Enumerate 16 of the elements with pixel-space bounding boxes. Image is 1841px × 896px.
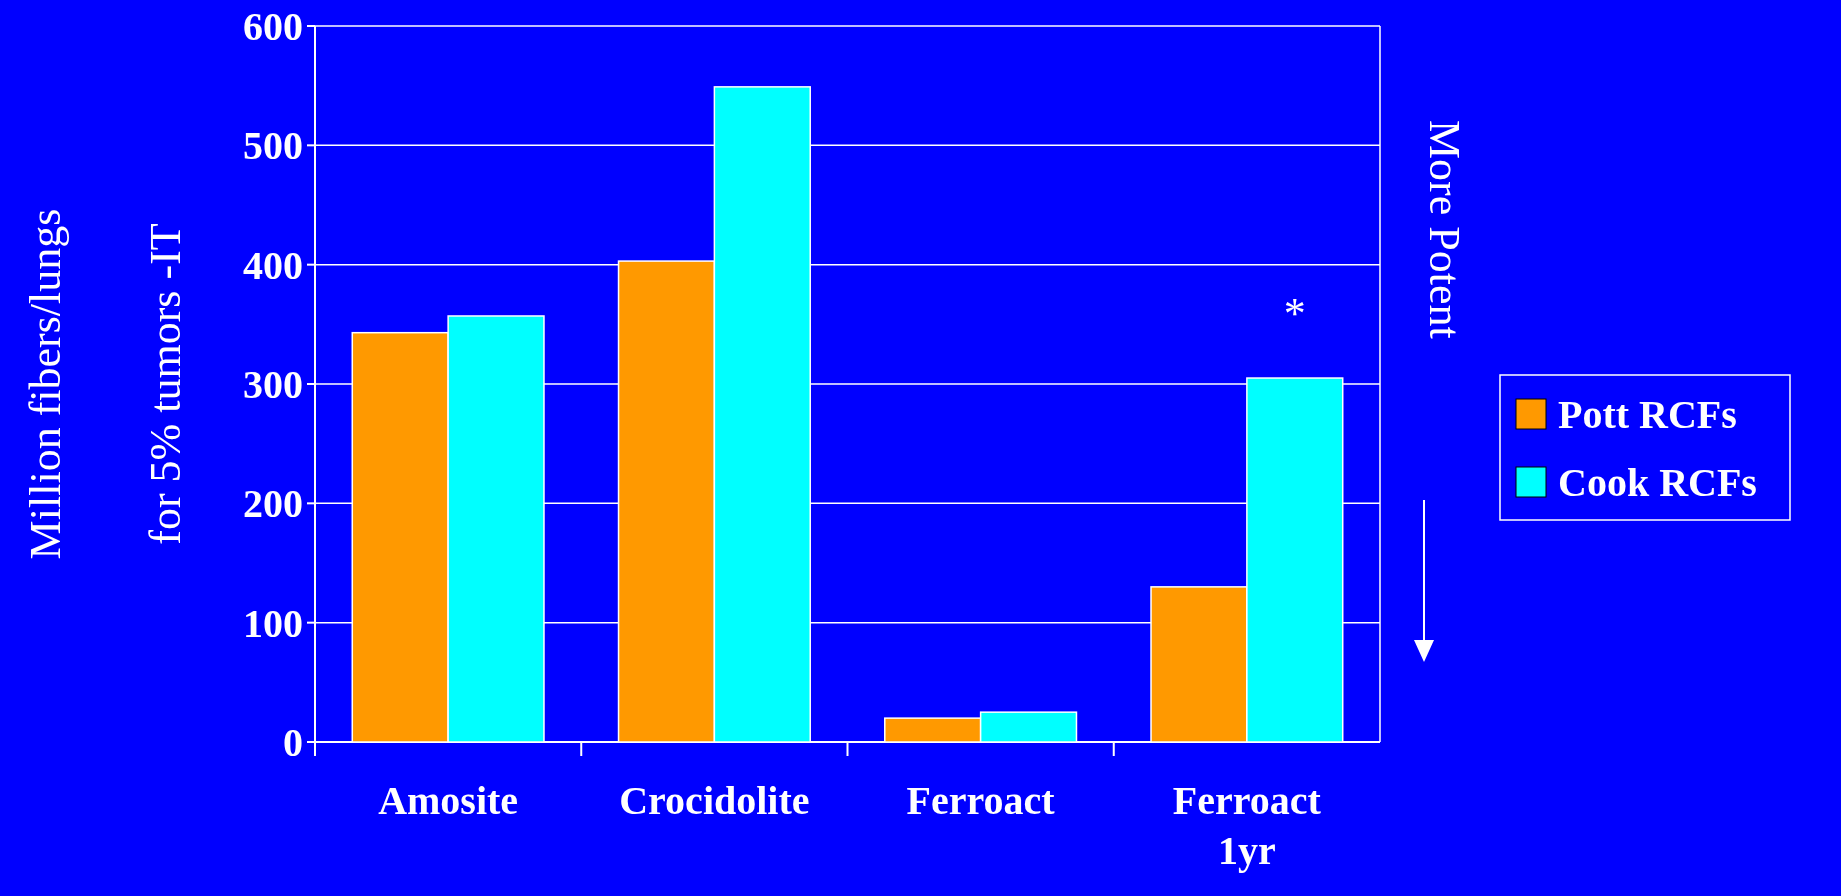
x-tick-label: Crocidolite: [619, 778, 810, 823]
x-tick-label: Amosite: [378, 778, 519, 823]
y-tick-label: 100: [243, 600, 303, 646]
annotation: *: [1283, 289, 1306, 339]
legend-label: Cook RCFs: [1558, 460, 1757, 505]
x-tick-label: Ferroact 1yr: [1172, 778, 1322, 873]
y-tick-label: 500: [243, 123, 303, 169]
x-tick-label: Ferroact: [906, 778, 1056, 823]
y-tick-label: 300: [243, 362, 303, 407]
y-tick-label: 0: [283, 720, 303, 765]
y-tick-label: 600: [243, 4, 303, 49]
text: More Potent: [1420, 120, 1469, 339]
y-tick-label: 200: [243, 481, 303, 527]
legend-label: Pott RCFs: [1558, 392, 1737, 437]
y-tick-label: 400: [243, 242, 303, 288]
text: Million fibers/lungs for 5% tumors -IT: [21, 208, 190, 560]
